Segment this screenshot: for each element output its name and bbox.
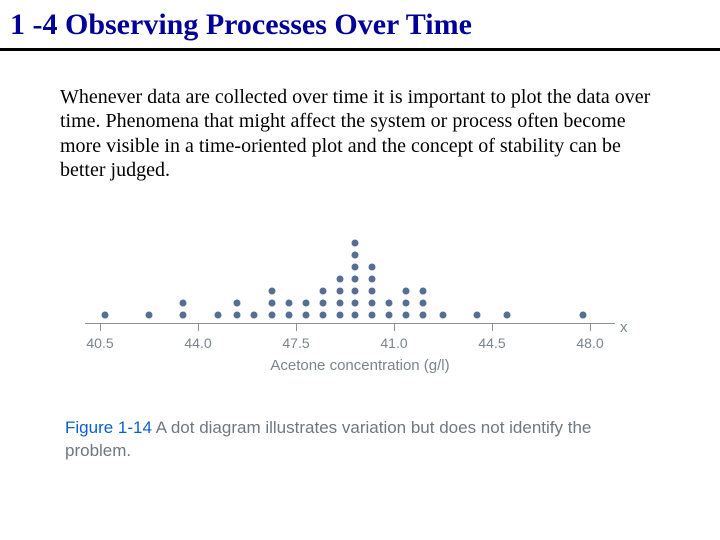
data-dot: [368, 287, 375, 294]
dotplot-figure: 40.5 44.0 47.5 41.0 44.5 48.0 x Acetone concent…: [60, 213, 660, 403]
data-dot: [337, 287, 344, 294]
data-dot: [351, 263, 358, 270]
tick-label: 44.0: [184, 335, 211, 351]
data-dot: [351, 311, 358, 318]
data-dot: [368, 263, 375, 270]
data-dot: [234, 299, 241, 306]
body-paragraph: Whenever data are collected over time it…: [0, 51, 720, 183]
data-dot: [285, 299, 292, 306]
data-dot: [420, 299, 427, 306]
data-dot: [319, 311, 326, 318]
data-dot: [351, 299, 358, 306]
data-dot: [420, 311, 427, 318]
axis-variable-label: x: [620, 319, 628, 336]
data-dot: [337, 311, 344, 318]
data-dot: [386, 311, 393, 318]
data-dot: [579, 311, 586, 318]
data-dot: [146, 311, 153, 318]
data-dot: [180, 299, 187, 306]
data-dot: [101, 311, 108, 318]
data-dot: [302, 299, 309, 306]
data-dot: [403, 287, 410, 294]
data-dot: [474, 311, 481, 318]
data-dot: [503, 311, 510, 318]
data-dot: [351, 287, 358, 294]
section-title-block: 1 -4 Observing Processes Over Time: [0, 0, 720, 51]
data-dot: [420, 287, 427, 294]
tick-label: 41.0: [380, 335, 407, 351]
data-dot: [351, 275, 358, 282]
data-dot: [214, 311, 221, 318]
data-dot: [268, 287, 275, 294]
data-dot: [302, 311, 309, 318]
data-dot: [368, 311, 375, 318]
data-dot: [251, 311, 258, 318]
data-dot: [351, 239, 358, 246]
data-dot: [234, 311, 241, 318]
data-dot: [319, 287, 326, 294]
tick-label: 47.5: [282, 335, 309, 351]
axis-title: Acetone concentration (g/l): [270, 357, 449, 374]
tick-label: 48.0: [576, 335, 603, 351]
data-dot: [268, 311, 275, 318]
data-dot: [180, 311, 187, 318]
tick-label: 40.5: [86, 335, 113, 351]
data-dot: [319, 299, 326, 306]
data-dot: [285, 311, 292, 318]
data-dot: [268, 299, 275, 306]
data-dot: [368, 299, 375, 306]
data-dot: [403, 311, 410, 318]
data-dot: [403, 299, 410, 306]
section-title: 1 -4 Observing Processes Over Time: [10, 8, 710, 42]
figure-caption: Figure 1-14 A dot diagram illustrates va…: [0, 403, 720, 463]
data-dot: [386, 299, 393, 306]
data-dot: [351, 251, 358, 258]
data-dot: [337, 299, 344, 306]
data-dot: [337, 275, 344, 282]
figure-label: Figure 1-14: [65, 418, 152, 437]
data-dot: [440, 311, 447, 318]
data-dot: [368, 275, 375, 282]
tick-label: 44.5: [478, 335, 505, 351]
